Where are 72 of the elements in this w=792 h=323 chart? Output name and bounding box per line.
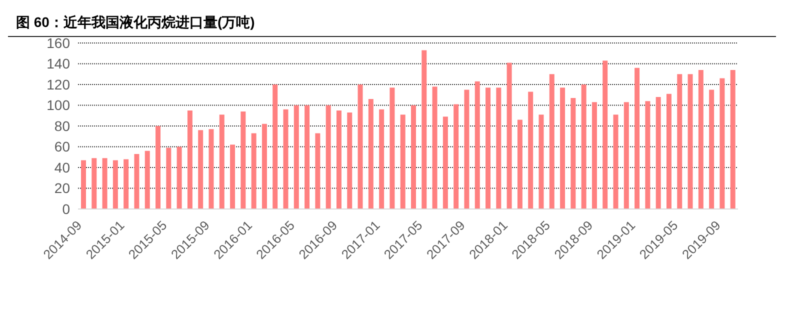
bar: [698, 70, 704, 209]
bar: [474, 81, 480, 209]
y-tick-label: 100: [46, 97, 70, 114]
bar: [432, 86, 438, 209]
bar: [486, 88, 491, 209]
y-tick-label: 20: [54, 180, 70, 196]
bar: [336, 110, 342, 209]
bar: [230, 144, 236, 209]
y-tick-label: 40: [54, 159, 70, 176]
bar: [581, 84, 586, 209]
bar: [240, 111, 246, 209]
bar: [251, 133, 256, 209]
bar: [624, 102, 629, 209]
bar: [677, 74, 682, 209]
bar: [187, 110, 192, 209]
bar: [549, 74, 554, 209]
bar: [422, 50, 427, 209]
bar: [156, 126, 161, 209]
bar: [517, 120, 522, 209]
bar: [634, 68, 640, 209]
bar: [272, 84, 278, 209]
y-tick-label: 120: [46, 76, 70, 92]
bar: [528, 92, 534, 209]
bar: [176, 146, 182, 209]
y-tick-label: 80: [54, 118, 70, 134]
bar: [294, 105, 299, 209]
y-tick-label: 0: [62, 200, 70, 217]
y-tick-label: 160: [46, 34, 70, 51]
bar: [592, 102, 597, 209]
bar: [506, 62, 512, 209]
bar: [92, 158, 97, 209]
bar: [219, 114, 224, 209]
bar: [304, 105, 310, 209]
bar: [688, 74, 693, 209]
bar: [442, 116, 448, 209]
bar: [208, 129, 214, 209]
y-tick-label: 140: [46, 56, 70, 72]
y-tick-label: 60: [54, 138, 70, 155]
bar: [730, 70, 736, 209]
bar: [166, 148, 172, 209]
bar: [464, 90, 470, 209]
bar: [656, 96, 661, 209]
bar: [262, 124, 267, 209]
bar: [400, 114, 406, 209]
bar: [198, 130, 204, 209]
bar: [666, 94, 672, 209]
bar: [358, 84, 363, 209]
bar: [144, 150, 150, 209]
bar: [496, 88, 502, 209]
bar: [411, 105, 416, 209]
bar: [326, 105, 331, 209]
bar: [315, 133, 320, 209]
bar: [560, 88, 566, 209]
bar: [602, 60, 608, 209]
bar: [613, 114, 618, 209]
bar: [454, 104, 459, 209]
bar: [124, 159, 129, 209]
bar: [720, 78, 725, 209]
bar: [134, 154, 140, 209]
bar: [538, 114, 544, 209]
bar: [102, 158, 108, 209]
bar: [570, 98, 576, 209]
bar: [112, 160, 118, 209]
bar: [645, 101, 650, 209]
chart-title: 图 60：近年我国液化丙烷进口量(万吨): [16, 14, 255, 30]
bar: [368, 99, 374, 209]
bar: [283, 109, 288, 209]
bar: [347, 112, 352, 209]
bar: [390, 88, 395, 209]
bar: [379, 109, 384, 209]
bar: [709, 90, 714, 209]
bar: [81, 160, 86, 209]
